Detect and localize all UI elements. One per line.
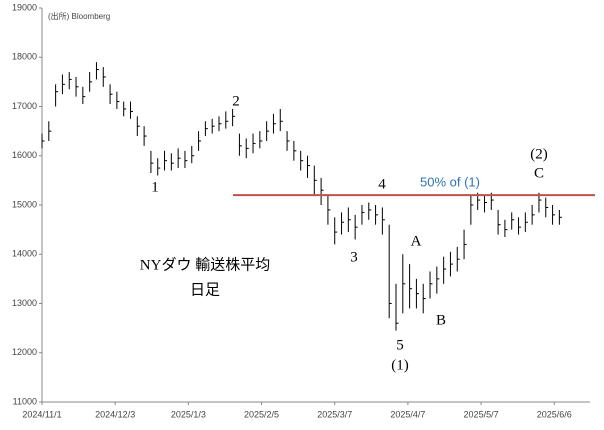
y-tick-label: 14000 (12, 249, 37, 259)
x-tick-label: 2025/4/7 (390, 409, 425, 419)
annotation: A (411, 233, 422, 249)
y-tick-label: 18000 (12, 52, 37, 62)
x-tick-label: 2025/5/7 (464, 409, 499, 419)
y-tick-label: 13000 (12, 298, 37, 308)
annotation: (1) (391, 357, 409, 373)
annotation: 4 (378, 176, 386, 192)
x-tick-label: 2025/6/6 (537, 409, 572, 419)
x-tick-label: 2025/1/3 (171, 409, 206, 419)
annotation: B (436, 312, 446, 328)
annotation: C (534, 165, 544, 181)
y-tick-label: 15000 (12, 199, 37, 209)
x-tick-label: 2024/12/3 (95, 409, 135, 419)
x-tick-label: 2025/3/7 (317, 409, 352, 419)
y-tick-label: 19000 (12, 2, 37, 12)
reference-label: 50% of (1) (420, 175, 480, 190)
y-tick-label: 17000 (12, 101, 37, 111)
annotation: 1 (151, 179, 159, 195)
chart-title: NYダウ 輸送株平均 (140, 256, 270, 273)
x-tick-label: 2025/2/5 (244, 409, 279, 419)
y-tick-label: 11000 (13, 396, 37, 406)
annotation: 2 (232, 93, 240, 109)
annotation: 3 (350, 249, 358, 265)
x-tick-label: 2024/11/1 (22, 409, 61, 419)
y-tick-label: 12000 (12, 347, 37, 357)
chart-subtitle: 日足 (190, 281, 220, 298)
annotation: (2) (530, 146, 548, 162)
source: (出所) Bloomberg (48, 11, 110, 21)
annotation: 5 (396, 337, 404, 353)
y-tick-label: 16000 (12, 150, 37, 160)
